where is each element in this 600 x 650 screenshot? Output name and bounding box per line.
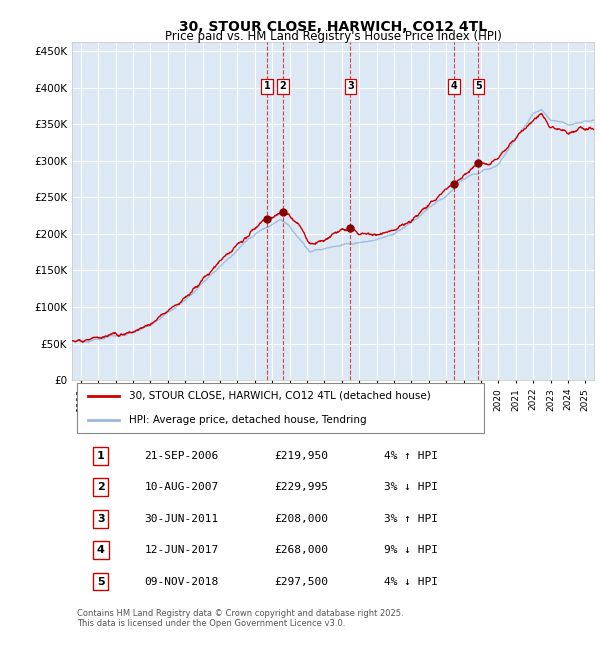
Text: 4: 4 <box>97 545 104 555</box>
Text: Contains HM Land Registry data © Crown copyright and database right 2025.
This d: Contains HM Land Registry data © Crown c… <box>77 608 404 628</box>
Text: 2: 2 <box>280 81 286 91</box>
Text: £268,000: £268,000 <box>275 545 329 555</box>
Text: 30, STOUR CLOSE, HARWICH, CO12 4TL: 30, STOUR CLOSE, HARWICH, CO12 4TL <box>179 20 487 34</box>
Text: 30-JUN-2011: 30-JUN-2011 <box>145 514 219 524</box>
Bar <box>77 383 484 433</box>
Text: 1: 1 <box>264 81 271 91</box>
Text: 3: 3 <box>347 81 354 91</box>
Text: 4: 4 <box>451 81 457 91</box>
Text: 5: 5 <box>97 577 104 586</box>
Text: 9% ↓ HPI: 9% ↓ HPI <box>385 545 438 555</box>
Text: £297,500: £297,500 <box>275 577 329 586</box>
Text: £229,995: £229,995 <box>275 482 329 492</box>
Text: 4% ↓ HPI: 4% ↓ HPI <box>385 577 438 586</box>
Text: £219,950: £219,950 <box>275 451 329 461</box>
Text: £208,000: £208,000 <box>275 514 329 524</box>
Text: 4% ↑ HPI: 4% ↑ HPI <box>385 451 438 461</box>
Text: 3% ↓ HPI: 3% ↓ HPI <box>385 482 438 492</box>
Text: 21-SEP-2006: 21-SEP-2006 <box>145 451 219 461</box>
Text: 3% ↑ HPI: 3% ↑ HPI <box>385 514 438 524</box>
Text: 09-NOV-2018: 09-NOV-2018 <box>145 577 219 586</box>
Text: 1: 1 <box>97 451 104 461</box>
Text: Price paid vs. HM Land Registry's House Price Index (HPI): Price paid vs. HM Land Registry's House … <box>164 30 502 43</box>
Text: 3: 3 <box>97 514 104 524</box>
Text: 5: 5 <box>475 81 482 91</box>
Text: HPI: Average price, detached house, Tendring: HPI: Average price, detached house, Tend… <box>130 415 367 425</box>
Text: 10-AUG-2007: 10-AUG-2007 <box>145 482 219 492</box>
Text: 2: 2 <box>97 482 104 492</box>
Text: 30, STOUR CLOSE, HARWICH, CO12 4TL (detached house): 30, STOUR CLOSE, HARWICH, CO12 4TL (deta… <box>130 391 431 400</box>
Text: 12-JUN-2017: 12-JUN-2017 <box>145 545 219 555</box>
